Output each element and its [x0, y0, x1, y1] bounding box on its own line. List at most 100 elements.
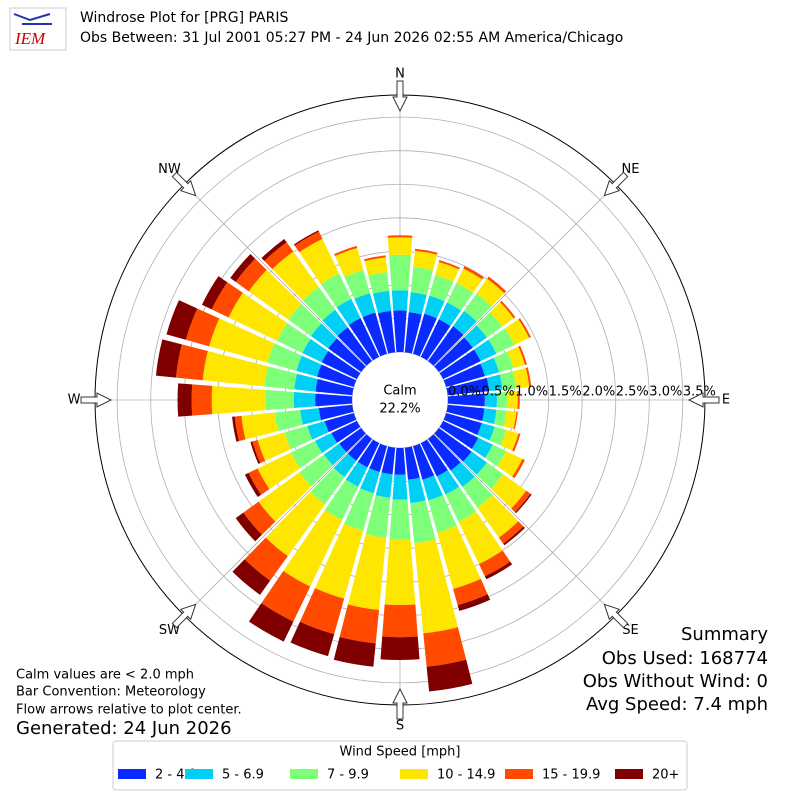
bar-segment — [500, 300, 516, 319]
bar-segment — [369, 443, 388, 473]
bar-segment — [493, 409, 507, 427]
bar-segment — [302, 338, 329, 363]
direction-label: SE — [622, 623, 638, 638]
bar-segment — [344, 488, 374, 531]
flow-arrow-shape — [603, 603, 629, 629]
bar-segment — [428, 434, 461, 471]
bar-segment — [248, 603, 294, 642]
bar-segment — [488, 328, 515, 354]
bar-segment — [315, 393, 353, 407]
bar-segment — [389, 499, 411, 540]
bar-segment — [362, 312, 388, 357]
bar-segment — [412, 443, 435, 480]
bar-segment — [288, 303, 322, 336]
direction-label: S — [396, 719, 404, 734]
bar-segment — [211, 282, 243, 318]
bar-segment — [380, 636, 420, 661]
bar-segment — [498, 521, 524, 544]
bar-segment — [447, 393, 485, 407]
y-tick-label: 1.5% — [549, 385, 582, 400]
bar-segment — [261, 238, 287, 261]
bar-segment — [484, 392, 497, 408]
bar-segment — [429, 274, 454, 302]
note: Calm values are < 2.0 mph — [16, 668, 194, 683]
bar-segment — [265, 389, 294, 411]
direction-label: E — [722, 393, 730, 408]
bar-segment — [339, 604, 380, 644]
summary: Obs Without Wind: 0 — [583, 671, 768, 692]
bar-segment — [248, 468, 270, 495]
bar-segment — [484, 561, 513, 580]
direction-label: NE — [622, 162, 640, 177]
bar-segment — [434, 428, 472, 462]
bar-segment — [506, 391, 518, 409]
bar-segment — [407, 477, 426, 504]
bar-segment — [505, 319, 530, 345]
bar-segment — [360, 468, 380, 494]
legend-swatch — [615, 769, 643, 779]
direction-label: W — [68, 393, 81, 408]
bar-segment — [389, 254, 411, 291]
bar-segment — [420, 319, 451, 361]
bar-segment — [337, 327, 372, 366]
bar-segment — [250, 441, 261, 464]
bar-segment — [457, 594, 491, 611]
flow-arrow-shape — [392, 687, 408, 720]
note: Bar Convention: Meteorology — [16, 685, 206, 700]
direction-label: SW — [159, 623, 180, 638]
grid-line — [184, 433, 367, 616]
legend-swatch — [290, 769, 318, 779]
bar-segment — [299, 588, 345, 635]
bar-segment — [453, 310, 477, 335]
bar-segment — [347, 534, 387, 611]
bar-segment — [211, 385, 266, 415]
bar-segment — [320, 273, 352, 308]
legend-label: 20+ — [652, 768, 679, 783]
bar-segment — [209, 318, 275, 363]
bar-segment — [315, 523, 364, 599]
grid-line — [433, 433, 616, 616]
bar-segment — [485, 444, 507, 467]
bar-segment — [497, 451, 523, 477]
bar-segment — [391, 290, 409, 311]
legend-label: 7 - 9.9 — [327, 768, 369, 783]
bar-segment — [512, 458, 525, 479]
y-tick-label: 2.5% — [616, 385, 649, 400]
bar-segment — [299, 238, 340, 284]
bar-segment — [443, 363, 485, 388]
bar-segment — [511, 490, 531, 513]
bar-segment — [315, 433, 338, 454]
bar-segment — [434, 337, 473, 372]
bar-segment — [264, 366, 297, 390]
bar-segment — [347, 434, 372, 461]
bar-segment — [318, 404, 354, 421]
bar-segment — [375, 472, 393, 498]
bar-segment — [202, 351, 268, 387]
chart-subtitle: Obs Between: 31 Jul 2001 05:27 PM - 24 J… — [80, 30, 623, 46]
bar-segment — [258, 472, 312, 522]
bar-segment — [307, 421, 329, 440]
bar-segment — [410, 266, 434, 295]
bar-segment — [365, 495, 391, 538]
bar-segment — [175, 344, 208, 381]
bar-segment — [499, 371, 516, 390]
flow-arrow-shape — [171, 171, 197, 197]
legend-swatch — [505, 769, 533, 779]
bar-segment — [438, 302, 462, 326]
flow-arrow-shape — [80, 392, 113, 408]
bar-segment — [490, 302, 514, 327]
bar-segment — [445, 486, 477, 522]
bar-segment — [438, 260, 460, 270]
bar-segment — [491, 474, 527, 509]
bar-segment — [284, 426, 313, 450]
legend-label: 10 - 14.9 — [437, 768, 495, 783]
legend-swatch — [118, 769, 146, 779]
bar-segment — [518, 345, 527, 365]
bar-segment — [244, 537, 288, 581]
bar-segment — [228, 292, 288, 341]
flow-arrow — [171, 171, 197, 197]
grid-line — [184, 184, 367, 367]
chart-title: Windrose Plot for [PRG] PARIS — [80, 10, 288, 26]
bar-segment — [276, 323, 311, 353]
